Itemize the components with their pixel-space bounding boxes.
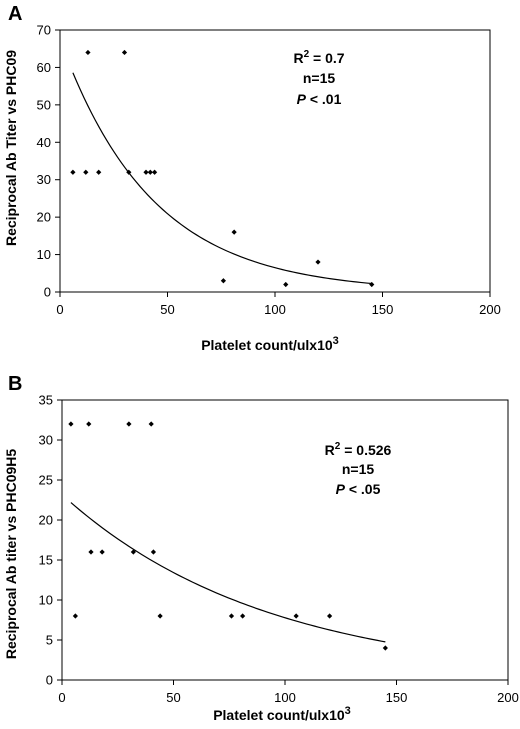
data-point <box>148 421 154 427</box>
data-point <box>68 421 74 427</box>
r-squared-symbol: R <box>293 50 303 66</box>
data-point <box>99 549 105 555</box>
data-point <box>126 169 132 175</box>
data-point <box>157 613 163 619</box>
p-symbol: P <box>336 481 346 497</box>
y-tick-label: 0 <box>44 285 51 300</box>
x-tick-label: 200 <box>479 302 501 317</box>
data-point <box>96 169 102 175</box>
plot-frame <box>61 399 509 681</box>
x-axis-title: Platelet count/ulx103 <box>213 705 351 723</box>
p-symbol: P <box>297 91 307 107</box>
r-squared-superscript: 2 <box>304 49 310 60</box>
y-tick-label: 15 <box>39 553 53 568</box>
x-tick-label: 50 <box>160 302 174 317</box>
x-tick-label: 0 <box>58 690 65 705</box>
y-tick-label: 20 <box>37 210 51 225</box>
n-annotation: n=15 <box>342 461 375 477</box>
y-tick-label: 70 <box>37 23 51 38</box>
r-squared-annotation: R2 = 0.526 <box>325 441 392 458</box>
x-tick-label: 150 <box>386 690 408 705</box>
x-axis-title-superscript: 3 <box>345 705 351 717</box>
x-tick-label: 50 <box>166 690 180 705</box>
x-axis-title-text: Platelet count/ulx10 <box>213 707 345 723</box>
trend-line <box>72 72 372 285</box>
data-point <box>369 281 375 288</box>
data-point <box>85 49 91 56</box>
data-point <box>121 49 128 56</box>
x-tick-label: 200 <box>497 690 519 705</box>
data-point <box>283 281 289 288</box>
x-axis-title-superscript: 3 <box>333 335 339 347</box>
r-squared-value: = 0.526 <box>340 442 391 458</box>
x-axis-title: Platelet count/ulx103 <box>201 335 339 353</box>
data-point <box>126 421 132 427</box>
p-value-text: < .01 <box>306 91 342 107</box>
plot-frame <box>59 29 491 293</box>
n-annotation: n=15 <box>303 70 336 86</box>
y-tick-label: 35 <box>39 393 53 408</box>
y-tick-label: 30 <box>39 433 53 448</box>
y-tick-label: 10 <box>37 247 51 262</box>
y-axis-title-group: Reciprocal Ab Titer vs PHC09 <box>3 50 19 246</box>
r-squared-value: = 0.7 <box>309 50 345 66</box>
data-point <box>86 421 92 427</box>
data-point <box>293 613 299 619</box>
chart-panel-b: B Reciprocal Ab titer vs PHC09H5 Platele… <box>3 373 519 723</box>
data-point <box>130 549 136 555</box>
y-tick-label: 20 <box>39 513 53 528</box>
y-tick-label: 25 <box>39 473 53 488</box>
data-point <box>240 613 246 619</box>
data-point <box>88 549 94 555</box>
chart-panel-a: A Reciprocal Ab Titer vs PHC09 Platelet … <box>3 3 501 353</box>
data-point <box>152 169 158 175</box>
y-axis-title-group: Reciprocal Ab titer vs PHC09H5 <box>3 449 19 660</box>
data-point <box>231 229 237 235</box>
data-point <box>83 169 89 175</box>
panel-label: B <box>8 373 22 395</box>
y-tick-label: 10 <box>39 593 53 608</box>
y-tick-label: 50 <box>37 97 51 112</box>
y-tick-label: 0 <box>46 673 53 688</box>
r-squared-symbol: R <box>325 442 335 458</box>
data-point <box>72 613 78 619</box>
x-axis-title-text: Platelet count/ulx10 <box>201 337 333 353</box>
y-tick-label: 5 <box>46 633 53 648</box>
data-point <box>150 549 157 555</box>
x-tick-label: 150 <box>372 302 394 317</box>
y-tick-label: 30 <box>37 172 51 187</box>
y-tick-label: 60 <box>37 60 51 75</box>
data-point <box>228 613 235 619</box>
data-point <box>143 169 149 175</box>
p-value-annotation: P < .01 <box>297 91 342 107</box>
p-value-annotation: P < .05 <box>336 481 381 497</box>
r-squared-superscript: 2 <box>335 441 341 452</box>
x-tick-label: 0 <box>56 302 63 317</box>
data-point <box>382 645 388 651</box>
y-axis-title: Reciprocal Ab titer vs PHC09H5 <box>3 449 19 660</box>
data-point <box>315 259 321 265</box>
y-axis-title: Reciprocal Ab Titer vs PHC09 <box>3 50 19 246</box>
data-point <box>147 169 153 175</box>
trend-line <box>70 502 386 643</box>
x-tick-label: 100 <box>264 302 286 317</box>
x-tick-label: 100 <box>274 690 296 705</box>
data-point <box>220 278 226 284</box>
panel-label: A <box>8 3 22 25</box>
p-value-text: < .05 <box>345 481 381 497</box>
data-point <box>70 169 76 175</box>
r-squared-annotation: R2 = 0.7 <box>293 49 344 66</box>
data-point <box>327 613 333 619</box>
y-tick-label: 40 <box>37 135 51 150</box>
